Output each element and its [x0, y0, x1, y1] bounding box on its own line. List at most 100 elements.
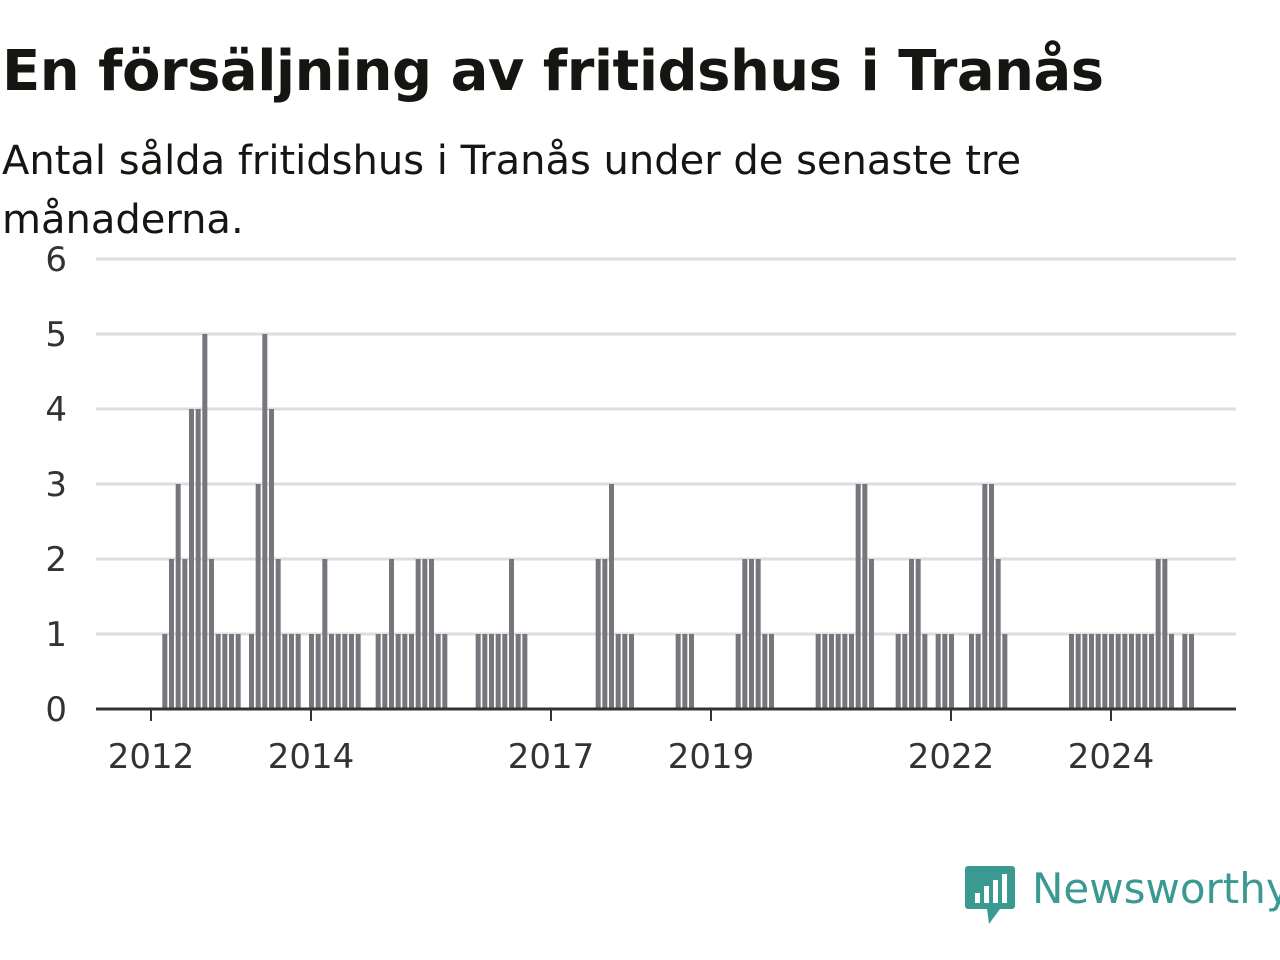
bar — [1169, 634, 1175, 709]
bar — [975, 634, 981, 709]
bar — [689, 634, 694, 709]
bar — [415, 559, 421, 709]
y-tick-label-1: 1 — [45, 615, 67, 655]
bar — [949, 634, 954, 709]
y-axis-labels: 0 1 2 3 4 5 6 — [45, 240, 67, 730]
chart-title: En försäljning av fritidshus i Tranås — [2, 39, 1104, 104]
annotations: 1 — [1206, 0, 1228, 9]
bar — [835, 634, 841, 709]
y-tick-label-6: 6 — [45, 240, 67, 280]
bar — [349, 634, 354, 709]
bar — [182, 559, 188, 709]
bar — [735, 634, 741, 709]
bar — [169, 559, 174, 709]
bar — [855, 484, 861, 709]
x-tick-label-2012: 2012 — [108, 737, 195, 777]
bar — [1155, 559, 1161, 709]
x-tick-label-2019: 2019 — [668, 737, 755, 777]
bar — [895, 634, 901, 709]
bar — [402, 634, 408, 709]
bar — [1075, 634, 1081, 709]
x-tick-label-2017: 2017 — [508, 737, 595, 777]
bar — [862, 484, 868, 709]
chart-subtitle: Antal sålda fritidshus i Tranås under de… — [2, 138, 1022, 243]
bar — [249, 634, 254, 709]
bar — [1122, 634, 1128, 709]
bar — [382, 634, 388, 709]
highlight-value-label: 1 — [1206, 0, 1228, 9]
x-tick-label-2022: 2022 — [908, 737, 995, 777]
bar — [322, 559, 328, 709]
bar — [902, 634, 908, 709]
bar — [849, 634, 854, 709]
logo-bar-2 — [984, 886, 989, 903]
bar — [509, 559, 514, 709]
bar — [1142, 634, 1148, 709]
bar — [335, 634, 341, 709]
bar — [409, 634, 414, 709]
bar — [255, 484, 261, 709]
bar — [315, 634, 321, 709]
bar — [515, 634, 521, 709]
bar — [769, 634, 774, 709]
bar — [389, 559, 394, 709]
bar — [1162, 559, 1168, 709]
bar — [442, 634, 448, 709]
bar — [289, 634, 294, 709]
bar — [609, 484, 614, 709]
newsworthy-logo: Newsworthy — [965, 864, 1280, 924]
x-tick-label-2024: 2024 — [1068, 737, 1155, 777]
logo-badge-shape — [965, 866, 1015, 924]
bar — [1135, 634, 1141, 709]
bar — [229, 634, 234, 709]
bar — [195, 409, 201, 709]
bar — [1149, 634, 1155, 709]
logo-bar-3 — [993, 880, 998, 903]
brand-name: Newsworthy — [1032, 864, 1280, 913]
bar — [815, 634, 821, 709]
x-tick-label-2014: 2014 — [268, 737, 355, 777]
bar — [869, 559, 874, 709]
bar — [355, 634, 361, 709]
bar — [622, 634, 628, 709]
bar — [942, 634, 948, 709]
bar — [342, 634, 348, 709]
bar — [329, 634, 334, 709]
bar — [475, 634, 481, 709]
bar — [309, 634, 314, 709]
bar — [209, 559, 214, 709]
bar — [262, 334, 268, 709]
bar — [162, 634, 168, 709]
bar — [755, 559, 761, 709]
logo-bar-1 — [975, 893, 980, 903]
logo-bar-4 — [1002, 874, 1007, 903]
y-tick-label-3: 3 — [45, 465, 67, 505]
y-tick-label-2: 2 — [45, 540, 67, 580]
bar — [922, 634, 928, 709]
bar — [489, 634, 494, 709]
bar — [295, 634, 301, 709]
bar — [822, 634, 828, 709]
bar — [422, 559, 428, 709]
bar — [1002, 634, 1008, 709]
bar — [995, 559, 1001, 709]
bar — [395, 634, 401, 709]
bar — [1189, 634, 1195, 709]
bar — [742, 559, 748, 709]
bar — [989, 484, 994, 709]
bar — [435, 634, 441, 709]
bar — [1182, 634, 1188, 709]
x-axis-ticks: 2012 2014 2017 2019 2022 2024 — [108, 709, 1155, 777]
bar — [1089, 634, 1094, 709]
bar — [1115, 634, 1121, 709]
bar — [762, 634, 768, 709]
bar — [222, 634, 228, 709]
bar — [602, 559, 608, 709]
newsworthy-logo-icon — [965, 866, 1015, 924]
bar — [1082, 634, 1088, 709]
y-tick-label-0: 0 — [45, 690, 67, 730]
bar — [909, 559, 914, 709]
bar — [1129, 634, 1134, 709]
bar — [935, 634, 941, 709]
